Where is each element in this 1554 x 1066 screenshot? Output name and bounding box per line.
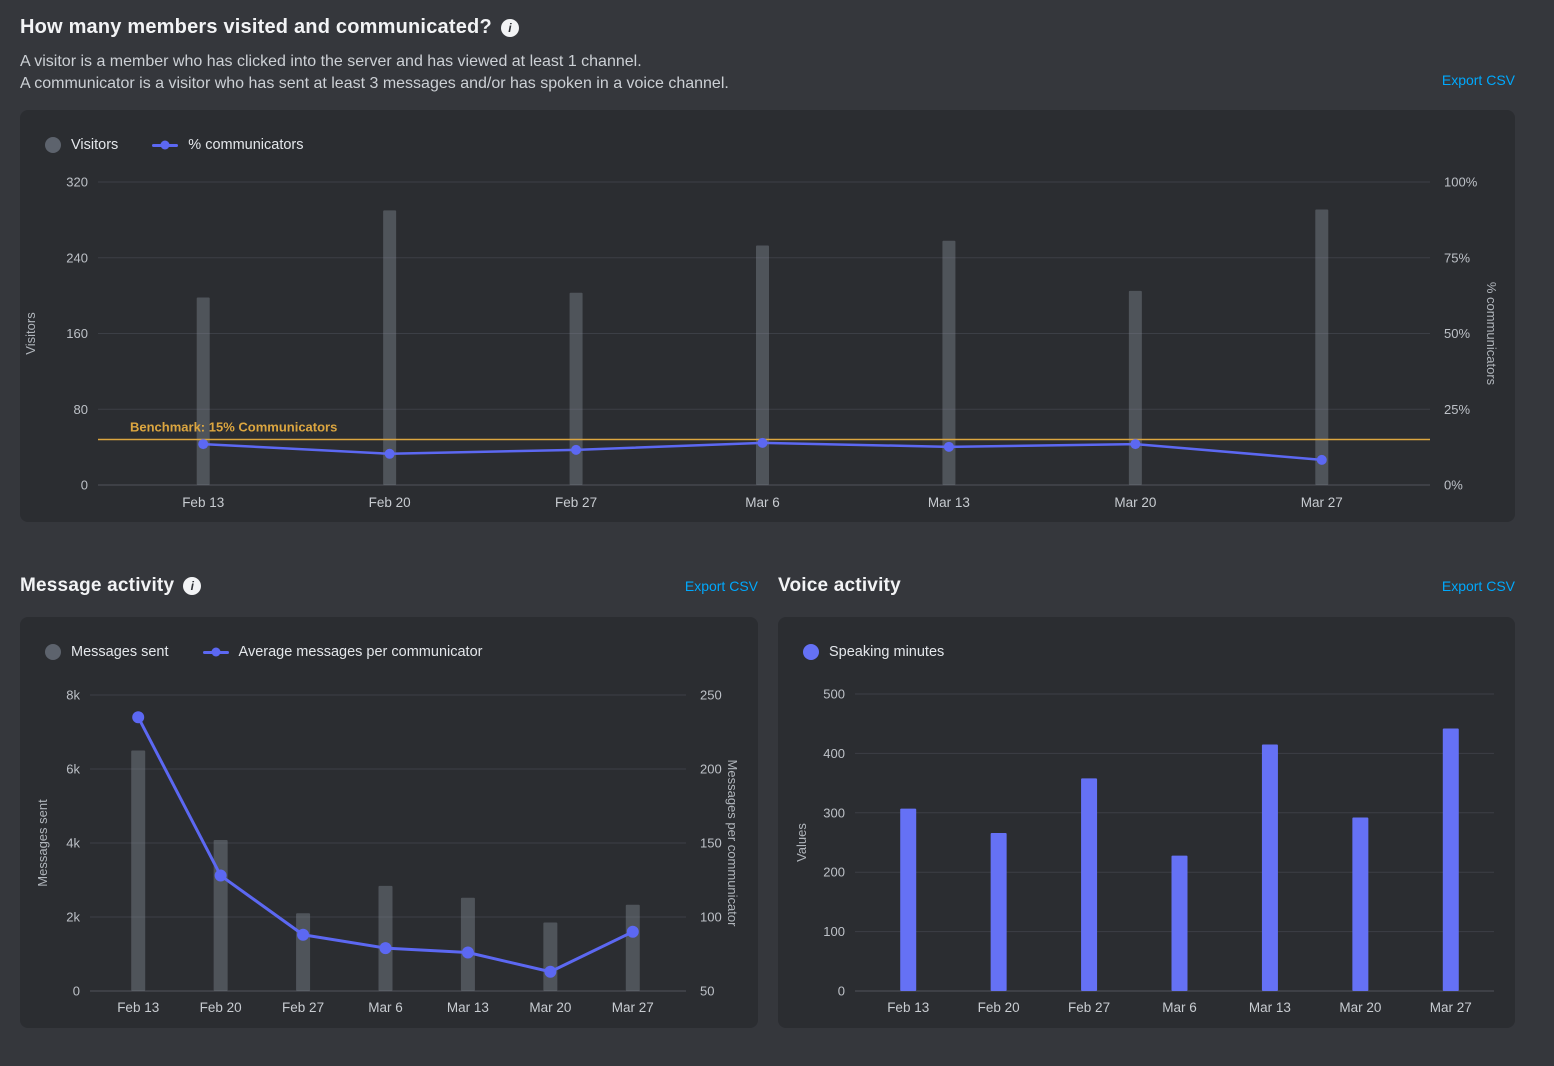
svg-text:100: 100 <box>700 910 722 925</box>
page-header: How many members visited and communicate… <box>20 16 1515 39</box>
visitors-legend-marker <box>45 137 61 153</box>
voice-activity-chart[interactable]: 0 100 200 300 400 500 Feb 13 Feb 20 Feb 27 Mar 6 M… <box>778 617 1515 1028</box>
svg-text:Feb 27: Feb 27 <box>555 495 597 510</box>
svg-text:50: 50 <box>700 984 714 999</box>
legend-item-pct-communicators[interactable]: % communicators <box>152 137 304 153</box>
subtitle-line-2: A communicator is a visitor who has sent… <box>20 75 729 92</box>
svg-text:240: 240 <box>66 250 88 265</box>
svg-text:300: 300 <box>823 805 845 820</box>
visitors-chart-card: Visitors % communicators 0 80 160 240 320 0% 2… <box>20 110 1515 522</box>
svg-text:75%: 75% <box>1444 250 1470 265</box>
info-icon[interactable]: i <box>500 18 519 37</box>
voice-activity-card: Speaking minutes 0 100 200 300 400 500 Feb 13 F… <box>778 617 1515 1028</box>
svg-text:160: 160 <box>66 326 88 341</box>
svg-text:Mar 27: Mar 27 <box>1301 495 1343 510</box>
page-subtitle: A visitor is a member who has clicked in… <box>20 51 1515 95</box>
svg-text:0: 0 <box>81 478 88 493</box>
svg-text:Mar 20: Mar 20 <box>529 1000 571 1015</box>
svg-text:0: 0 <box>73 984 80 999</box>
svg-text:500: 500 <box>823 687 845 702</box>
legend-item-messages-sent[interactable]: Messages sent <box>45 644 169 660</box>
svg-text:2k: 2k <box>66 910 80 925</box>
svg-text:100%: 100% <box>1444 175 1478 190</box>
speaking-minutes-legend-marker <box>803 644 819 660</box>
svg-text:Feb 27: Feb 27 <box>282 1000 324 1015</box>
svg-text:80: 80 <box>74 402 88 417</box>
svg-text:25%: 25% <box>1444 402 1470 417</box>
export-csv-link[interactable]: Export CSV <box>1441 578 1515 594</box>
export-csv-link[interactable]: Export CSV <box>684 578 758 594</box>
message-activity-chart[interactable]: 0 2k 4k 6k 8k 50 100 150 200 250 Feb 13 Feb 20 Feb 2… <box>20 617 758 1028</box>
svg-text:Feb 13: Feb 13 <box>182 495 224 510</box>
avg-messages-legend-marker <box>202 650 229 654</box>
svg-text:400: 400 <box>823 746 845 761</box>
svg-text:Messages sent: Messages sent <box>35 799 50 887</box>
svg-text:250: 250 <box>700 688 722 703</box>
voice-activity-legend: Speaking minutes <box>803 644 944 660</box>
svg-text:Feb 13: Feb 13 <box>887 1000 929 1015</box>
svg-text:Mar 20: Mar 20 <box>1339 1000 1381 1015</box>
svg-text:50%: 50% <box>1444 326 1470 341</box>
message-activity-legend: Messages sent Average messages per commu… <box>45 644 482 660</box>
svg-text:Feb 20: Feb 20 <box>200 1000 242 1015</box>
svg-text:0%: 0% <box>1444 478 1463 493</box>
svg-text:8k: 8k <box>66 688 80 703</box>
svg-text:100: 100 <box>823 924 845 939</box>
svg-text:200: 200 <box>823 865 845 880</box>
svg-text:Values: Values <box>794 823 809 862</box>
visitors-chart-legend: Visitors % communicators <box>45 137 304 153</box>
bottom-charts-row: Message activity i Export CSV Messages s… <box>20 574 1515 1028</box>
svg-text:Mar 20: Mar 20 <box>1114 495 1156 510</box>
voice-activity-section: Voice activity Export CSV Speaking minut… <box>778 574 1515 1028</box>
svg-text:Mar 27: Mar 27 <box>612 1000 654 1015</box>
svg-text:Mar 6: Mar 6 <box>368 1000 403 1015</box>
svg-text:Feb 20: Feb 20 <box>369 495 411 510</box>
svg-text:Mar 13: Mar 13 <box>447 1000 489 1015</box>
svg-text:200: 200 <box>700 762 722 777</box>
svg-text:6k: 6k <box>66 762 80 777</box>
legend-label: Average messages per communicator <box>238 644 483 660</box>
svg-text:Mar 6: Mar 6 <box>1162 1000 1197 1015</box>
messages-sent-legend-marker <box>45 644 61 660</box>
svg-text:4k: 4k <box>66 836 80 851</box>
visitors-communicators-chart[interactable]: 0 80 160 240 320 0% 25% 50% 75% 100% Feb 13 Feb 20 F… <box>20 110 1515 522</box>
message-activity-card: Messages sent Average messages per commu… <box>20 617 758 1028</box>
svg-text:Benchmark: 15% Communicators: Benchmark: 15% Communicators <box>130 420 337 435</box>
legend-label: Speaking minutes <box>829 644 945 660</box>
svg-text:0: 0 <box>838 984 845 999</box>
message-activity-section: Message activity i Export CSV Messages s… <box>20 574 758 1028</box>
svg-text:Mar 13: Mar 13 <box>1249 1000 1291 1015</box>
export-csv-link[interactable]: Export CSV <box>1441 72 1515 88</box>
svg-text:Messages per communicator: Messages per communicator <box>725 760 740 928</box>
svg-text:320: 320 <box>66 175 88 190</box>
legend-label: Visitors <box>71 137 119 153</box>
subtitle-line-1: A visitor is a member who has clicked in… <box>20 53 642 70</box>
pct-communicators-legend-marker <box>152 143 179 147</box>
legend-item-avg-messages[interactable]: Average messages per communicator <box>202 644 483 660</box>
svg-text:Mar 13: Mar 13 <box>928 495 970 510</box>
svg-text:Feb 27: Feb 27 <box>1068 1000 1110 1015</box>
svg-text:Visitors: Visitors <box>23 312 38 355</box>
svg-text:Feb 13: Feb 13 <box>117 1000 159 1015</box>
svg-text:Feb 20: Feb 20 <box>978 1000 1020 1015</box>
voice-activity-title: Voice activity <box>778 575 901 596</box>
legend-item-visitors[interactable]: Visitors <box>45 137 118 153</box>
svg-text:% communicators: % communicators <box>1484 282 1499 386</box>
svg-text:Mar 27: Mar 27 <box>1430 1000 1472 1015</box>
page-title: How many members visited and communicate… <box>20 16 492 38</box>
message-activity-title: Message activity <box>20 575 175 596</box>
legend-label: % communicators <box>188 137 304 153</box>
svg-text:150: 150 <box>700 836 722 851</box>
legend-label: Messages sent <box>71 644 169 660</box>
svg-text:Mar 6: Mar 6 <box>745 495 780 510</box>
info-icon[interactable]: i <box>183 577 202 595</box>
legend-item-speaking-minutes[interactable]: Speaking minutes <box>803 644 944 660</box>
